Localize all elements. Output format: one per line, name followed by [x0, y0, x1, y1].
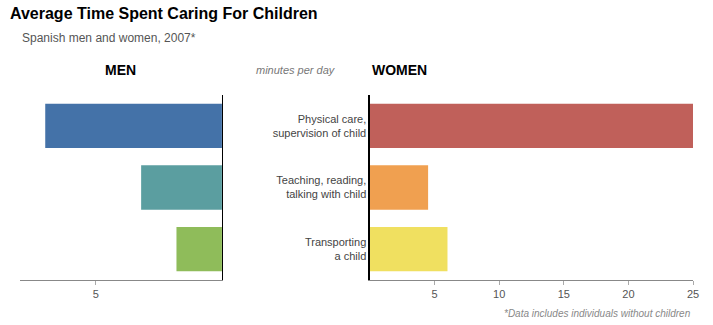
svg-text:15: 15: [558, 288, 570, 300]
svg-text:20: 20: [622, 288, 634, 300]
svg-text:25: 25: [687, 288, 699, 300]
svg-text:minutes per day: minutes per day: [256, 64, 336, 76]
svg-text:Spanish men and women, 2007*: Spanish men and women, 2007*: [22, 31, 196, 45]
svg-text:Physical care,supervision of c: Physical care,supervision of child: [273, 113, 367, 139]
svg-text:Teaching, reading,talking with: Teaching, reading,talking with child: [276, 174, 366, 200]
svg-text:Transportinga child: Transportinga child: [305, 236, 366, 262]
svg-text:5: 5: [93, 288, 99, 300]
svg-text:*Data includes individuals wit: *Data includes individuals without child…: [504, 308, 691, 319]
svg-text:5: 5: [432, 288, 438, 300]
svg-text:Average Time Spent Caring For: Average Time Spent Caring For Children: [10, 5, 318, 22]
svg-text:MEN: MEN: [105, 62, 136, 78]
svg-text:10: 10: [493, 288, 505, 300]
svg-text:WOMEN: WOMEN: [372, 62, 427, 78]
